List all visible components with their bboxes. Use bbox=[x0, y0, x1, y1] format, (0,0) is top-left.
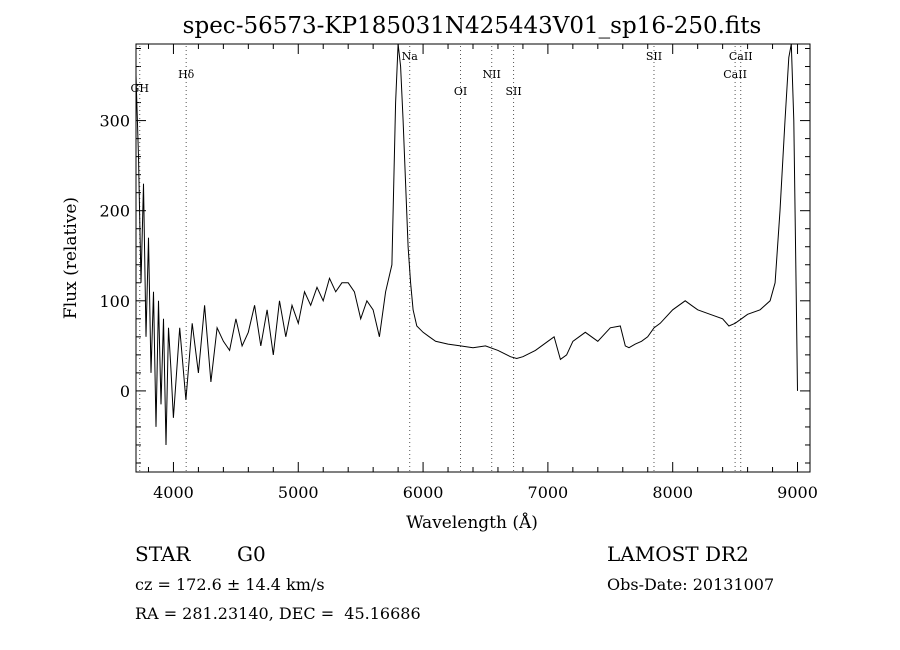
x-tick-label: 7000 bbox=[528, 483, 569, 502]
x-tick-label: 4000 bbox=[153, 483, 194, 502]
spectral-line-label: GH bbox=[131, 82, 149, 95]
y-tick-label: 300 bbox=[99, 112, 130, 131]
spectral-line-label: Na bbox=[402, 50, 419, 63]
x-tick-label: 6000 bbox=[403, 483, 444, 502]
subclass-label: G0 bbox=[237, 542, 266, 566]
class-label: STAR bbox=[135, 542, 191, 566]
spectral-line-label: SII bbox=[505, 85, 521, 98]
x-axis-label: Wavelength (Å) bbox=[406, 512, 538, 533]
y-axis-label: Flux (relative) bbox=[61, 197, 81, 319]
obs-date-text: Obs-Date: 20131007 bbox=[607, 575, 775, 594]
spectral-line-label: CaII bbox=[723, 68, 747, 81]
survey-label: LAMOST DR2 bbox=[607, 542, 749, 566]
x-tick-label: 9000 bbox=[777, 483, 818, 502]
spectral-line-markers: GH Hδ Na OI NII SII SII CaII CaII bbox=[131, 46, 753, 472]
x-tick-label: 5000 bbox=[278, 483, 319, 502]
spectral-line-label: Hδ bbox=[178, 68, 195, 81]
spectrum-line bbox=[135, 43, 798, 446]
spectral-line-label: OI bbox=[454, 85, 467, 98]
chart-title: spec-56573-KP185031N425443V01_sp16-250.f… bbox=[183, 13, 762, 39]
axis-ticks: 4000 5000 6000 7000 8000 9000 0 100 200 300 bbox=[99, 44, 818, 502]
coords-text: RA = 281.23140, DEC = 45.16686 bbox=[135, 604, 421, 623]
y-tick-label: 200 bbox=[99, 202, 130, 221]
spectral-line-label: NII bbox=[483, 68, 501, 81]
y-tick-label: 100 bbox=[99, 292, 130, 311]
y-tick-label: 0 bbox=[120, 382, 130, 401]
cz-text: cz = 172.6 ± 14.4 km/s bbox=[135, 575, 325, 594]
x-tick-label: 8000 bbox=[652, 483, 693, 502]
plot-frame bbox=[135, 43, 811, 473]
spectral-line-label: SII bbox=[646, 50, 662, 63]
spectral-line-label: CaII bbox=[729, 50, 753, 63]
